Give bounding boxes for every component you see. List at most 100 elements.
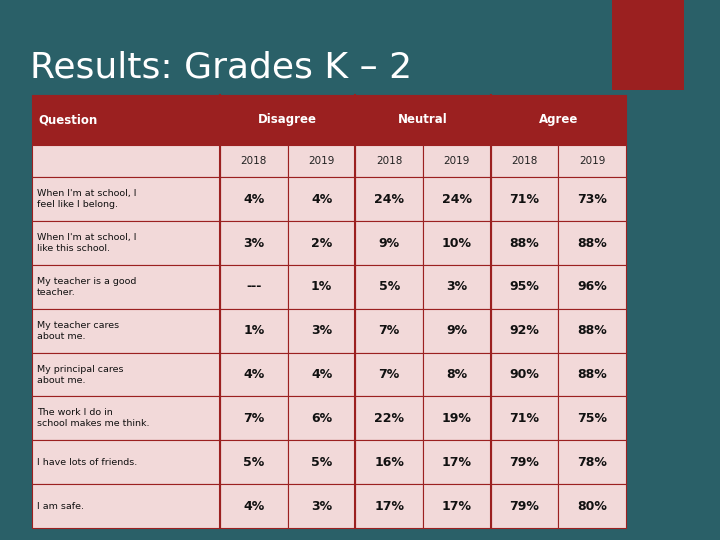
Text: 7%: 7% [379, 368, 400, 381]
Text: 1%: 1% [243, 324, 264, 337]
Bar [220, 145, 288, 177]
Bar [220, 353, 288, 396]
Text: When I'm at school, I
like this school.: When I'm at school, I like this school. [37, 233, 137, 253]
Bar [491, 95, 626, 145]
Text: The work I do in
school makes me think.: The work I do in school makes me think. [37, 408, 150, 428]
Bar [288, 265, 356, 309]
Text: 1%: 1% [311, 280, 332, 293]
Bar [423, 177, 491, 221]
Text: 71%: 71% [510, 193, 539, 206]
Bar [288, 353, 356, 396]
Bar [423, 265, 491, 309]
Bar [612, 0, 684, 90]
Bar [288, 177, 356, 221]
Text: 6%: 6% [311, 412, 332, 425]
Bar [558, 221, 626, 265]
Bar [423, 440, 491, 484]
Text: 17%: 17% [442, 500, 472, 512]
Text: 9%: 9% [379, 237, 400, 249]
Bar [491, 353, 558, 396]
Text: I have lots of friends.: I have lots of friends. [37, 458, 138, 467]
Text: 3%: 3% [311, 324, 332, 337]
Text: 17%: 17% [374, 500, 404, 512]
Bar [220, 396, 288, 440]
Bar [32, 440, 220, 484]
Bar [558, 265, 626, 309]
Text: 96%: 96% [577, 280, 607, 293]
Text: 8%: 8% [446, 368, 467, 381]
Text: I am safe.: I am safe. [37, 502, 84, 511]
Text: Disagree: Disagree [258, 113, 318, 126]
Text: 7%: 7% [243, 412, 264, 425]
Bar [558, 309, 626, 353]
Text: 2018: 2018 [511, 156, 538, 166]
Bar [558, 484, 626, 528]
Text: 7%: 7% [379, 324, 400, 337]
Bar [32, 353, 220, 396]
Text: My teacher cares
about me.: My teacher cares about me. [37, 321, 119, 341]
Text: 4%: 4% [311, 368, 332, 381]
Text: 73%: 73% [577, 193, 607, 206]
Bar [288, 396, 356, 440]
Text: 4%: 4% [243, 500, 264, 512]
Bar [32, 95, 220, 145]
Bar [423, 353, 491, 396]
Bar [491, 177, 558, 221]
Bar [356, 145, 423, 177]
Bar [423, 145, 491, 177]
Bar [32, 177, 220, 221]
Text: 5%: 5% [379, 280, 400, 293]
Text: Question: Question [38, 113, 97, 126]
Bar [288, 221, 356, 265]
Text: 75%: 75% [577, 412, 607, 425]
Text: 79%: 79% [510, 500, 539, 512]
Text: 24%: 24% [374, 193, 404, 206]
Text: 90%: 90% [510, 368, 539, 381]
Text: 92%: 92% [510, 324, 539, 337]
Bar [220, 177, 288, 221]
Text: 2019: 2019 [444, 156, 470, 166]
Text: Results: Grades K – 2: Results: Grades K – 2 [30, 51, 412, 85]
Bar [491, 145, 558, 177]
Text: My teacher is a good
teacher.: My teacher is a good teacher. [37, 277, 136, 297]
Bar [491, 396, 558, 440]
Bar [356, 484, 423, 528]
Text: 80%: 80% [577, 500, 607, 512]
Text: 71%: 71% [510, 412, 539, 425]
Bar [32, 309, 220, 353]
Bar [220, 221, 288, 265]
Bar [423, 396, 491, 440]
Text: Agree: Agree [539, 113, 578, 126]
Text: 5%: 5% [311, 456, 332, 469]
Bar [356, 177, 423, 221]
Bar [491, 265, 558, 309]
Bar [288, 440, 356, 484]
Text: 88%: 88% [577, 368, 607, 381]
Text: 2018: 2018 [376, 156, 402, 166]
Text: My principal cares
about me.: My principal cares about me. [37, 364, 124, 384]
Bar [558, 353, 626, 396]
Text: 24%: 24% [442, 193, 472, 206]
Bar [220, 309, 288, 353]
Bar [356, 265, 423, 309]
Bar [32, 221, 220, 265]
Bar [356, 95, 491, 145]
Bar [288, 309, 356, 353]
Text: Neutral: Neutral [398, 113, 448, 126]
Bar [356, 309, 423, 353]
Bar [356, 221, 423, 265]
Text: 22%: 22% [374, 412, 404, 425]
Bar [288, 145, 356, 177]
Text: 5%: 5% [243, 456, 264, 469]
Bar [220, 484, 288, 528]
Bar [558, 440, 626, 484]
Text: 16%: 16% [374, 456, 404, 469]
Text: 4%: 4% [311, 193, 332, 206]
Text: 78%: 78% [577, 456, 607, 469]
Bar [356, 440, 423, 484]
Text: 9%: 9% [446, 324, 467, 337]
Text: 79%: 79% [510, 456, 539, 469]
Text: 95%: 95% [510, 280, 539, 293]
Text: 3%: 3% [311, 500, 332, 512]
Text: 88%: 88% [510, 237, 539, 249]
